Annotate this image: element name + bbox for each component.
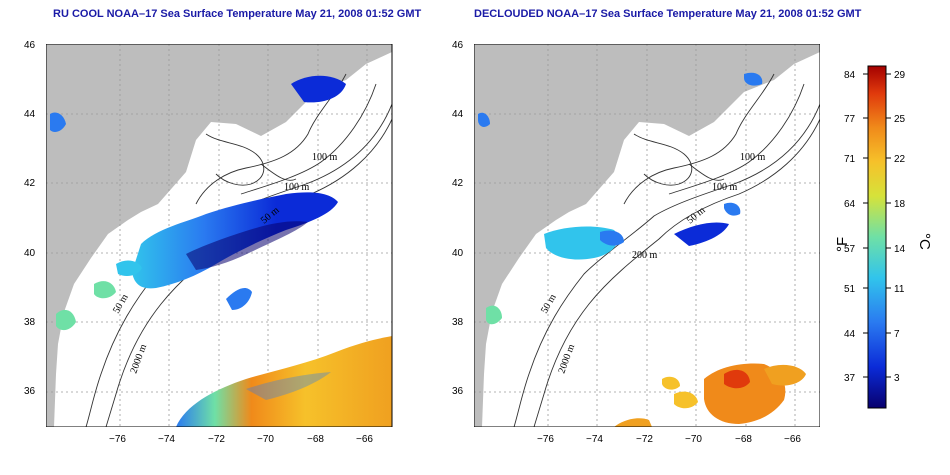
fahrenheit-tick: 51 xyxy=(844,284,856,295)
land-mass xyxy=(474,44,820,427)
colorbar: 84 77 71 64 57 51 44 37 29 25 22 18 14 1… xyxy=(830,60,950,420)
lon-tick: −68 xyxy=(307,434,324,445)
lat-tick: 36 xyxy=(452,386,464,397)
lat-tick: 42 xyxy=(24,178,36,189)
fahrenheit-unit-label: °F xyxy=(834,237,851,252)
fahrenheit-tick: 44 xyxy=(844,329,856,340)
fahrenheit-tick: 37 xyxy=(844,373,856,384)
right-map-title: DECLOUDED NOAA–17 Sea Surface Temperatur… xyxy=(474,8,862,20)
lon-tick: −66 xyxy=(356,434,373,445)
celsius-unit-label: °C xyxy=(916,233,933,250)
contour-label-100m-b: 100 m xyxy=(284,182,310,193)
celsius-tick: 3 xyxy=(894,373,900,384)
lon-tick: −72 xyxy=(208,434,225,445)
celsius-tick: 11 xyxy=(894,284,905,295)
lat-tick: 44 xyxy=(24,109,36,120)
lon-tick: −70 xyxy=(257,434,274,445)
lon-tick: −74 xyxy=(586,434,603,445)
lat-tick: 42 xyxy=(452,178,464,189)
celsius-tick: 14 xyxy=(894,244,906,255)
lon-tick: −74 xyxy=(158,434,175,445)
lat-tick: 46 xyxy=(24,40,36,51)
lat-tick: 38 xyxy=(24,317,36,328)
lon-tick: −68 xyxy=(735,434,752,445)
fahrenheit-tick: 77 xyxy=(844,114,856,125)
lat-tick: 36 xyxy=(24,386,36,397)
lon-tick: −72 xyxy=(636,434,653,445)
right-sst-map: 100 m 100 m 50 m 200 m 50 m 2000 m xyxy=(474,44,836,427)
lat-tick: 38 xyxy=(452,317,464,328)
lat-tick: 40 xyxy=(24,248,36,259)
lon-tick: −66 xyxy=(784,434,801,445)
contour-label-100m-a: 100 m xyxy=(312,152,338,163)
celsius-tick: 29 xyxy=(894,70,906,81)
gulf-stream-patch xyxy=(176,336,392,427)
lon-tick: −76 xyxy=(537,434,554,445)
contour-label-200m: 200 m xyxy=(632,250,658,261)
celsius-tick: 25 xyxy=(894,114,906,125)
colorbar-gradient xyxy=(867,65,887,409)
fahrenheit-tick: 84 xyxy=(844,70,856,81)
celsius-tick: 7 xyxy=(894,329,900,340)
contour-label-100m-a: 100 m xyxy=(740,152,766,163)
fahrenheit-tick: 71 xyxy=(844,154,856,165)
lat-tick: 44 xyxy=(452,109,464,120)
fahrenheit-tick: 57 xyxy=(844,244,856,255)
celsius-tick: 22 xyxy=(894,154,906,165)
fahrenheit-tick: 64 xyxy=(844,199,856,210)
left-sst-map: 100 m 100 m 50 m 50 m 2000 m xyxy=(46,44,408,427)
lat-tick: 46 xyxy=(452,40,464,51)
lon-tick: −70 xyxy=(685,434,702,445)
contour-label-100m-b: 100 m xyxy=(712,182,738,193)
left-map-title: RU COOL NOAA–17 Sea Surface Temperature … xyxy=(53,8,422,20)
land-mass xyxy=(46,44,392,427)
lon-tick: −76 xyxy=(109,434,126,445)
celsius-tick: 18 xyxy=(894,199,906,210)
lat-tick: 40 xyxy=(452,248,464,259)
